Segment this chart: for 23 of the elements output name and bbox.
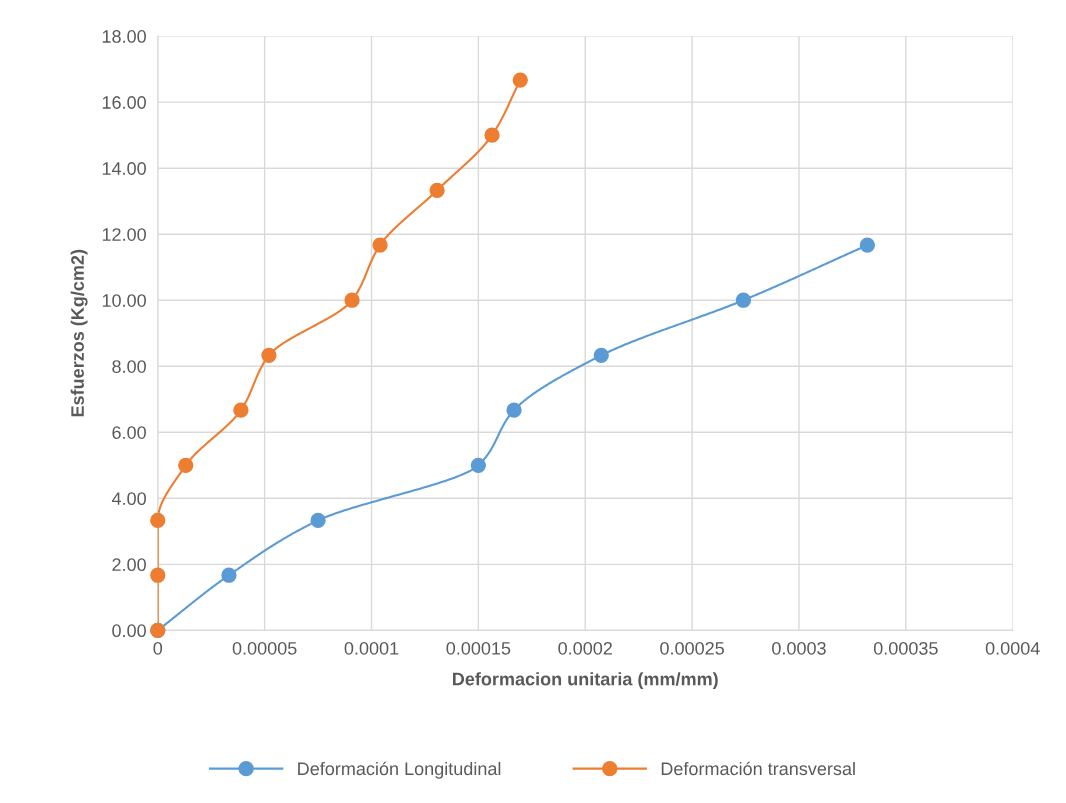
x-axis-title: Deformacion unitaria (mm/mm) [453, 672, 718, 690]
x-tick-label: 0.0002 [558, 641, 612, 655]
y-tick-label: 6.00 [112, 426, 146, 439]
x-tick-label: 0.00025 [660, 641, 724, 655]
x-tick-label: 0.00015 [446, 641, 511, 655]
x-tick-label: 0.0001 [344, 641, 399, 655]
x-tick-label: 0.00035 [873, 641, 938, 655]
x-tick-label: 0.00005 [232, 641, 297, 655]
y-tick-label: 0.00 [112, 624, 146, 638]
x-tick-label: 0.0004 [985, 641, 1040, 655]
x-tick-label: 0 [153, 641, 163, 655]
legend-label: Deformación transversal [661, 761, 855, 776]
y-tick-label: 10.00 [102, 294, 146, 307]
y-tick-label: 16.00 [102, 96, 146, 109]
y-tick-label: 8.00 [112, 360, 146, 373]
y-tick-label: 2.00 [112, 558, 146, 572]
legend-label: Deformación Longitudinal [298, 761, 501, 779]
y-tick-label: 4.00 [111, 492, 146, 506]
y-tick-label: 12.00 [102, 228, 146, 241]
y-tick-label: 18.00 [102, 30, 146, 43]
y-axis-title: Esfuerzos (Kg/cm2) [70, 249, 88, 417]
y-tick-label: 14.00 [102, 162, 146, 175]
x-tick-label: 0.0003 [772, 641, 826, 655]
